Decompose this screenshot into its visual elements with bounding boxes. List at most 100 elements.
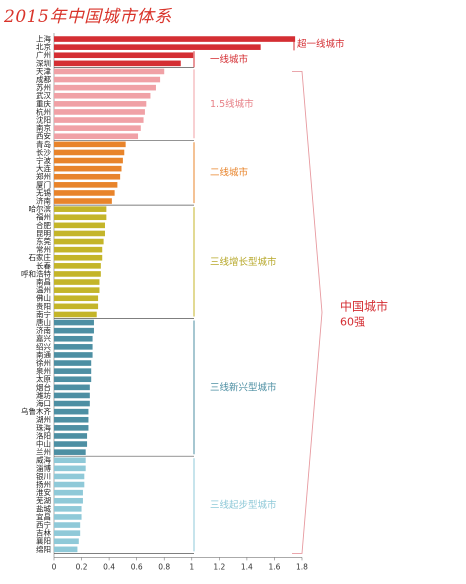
bar: [54, 360, 92, 366]
city-label: 南昌: [36, 277, 51, 287]
city-label: 兰州: [36, 447, 51, 457]
bar: [54, 295, 99, 302]
city-label: 湖州: [36, 415, 51, 424]
x-tick-label: 0.6: [131, 562, 143, 571]
bar: [54, 546, 78, 553]
city-label: 天津: [36, 67, 51, 76]
city-label: 武汉: [36, 90, 51, 100]
city-label: 珠海: [36, 422, 51, 432]
city-label: 郑州: [36, 171, 51, 181]
bar: [54, 206, 107, 212]
bar: [54, 514, 82, 520]
city-label: 温州: [36, 286, 51, 295]
city-label: 东莞: [36, 236, 51, 246]
city-label: 银川: [36, 472, 51, 481]
summary-sublabel: 60强: [340, 315, 365, 328]
bar: [54, 538, 79, 545]
x-tick-label: 0: [52, 562, 57, 571]
bar: [54, 408, 89, 415]
bar: [54, 287, 100, 293]
bar: [54, 303, 99, 310]
city-label: 扬州: [36, 479, 51, 489]
city-label: 青岛: [36, 139, 51, 149]
bar: [54, 311, 97, 318]
city-label: 南通: [36, 349, 51, 359]
city-label: 宁波: [36, 155, 51, 165]
bar: [54, 416, 89, 423]
tier-label: 二线城市: [210, 167, 249, 179]
bar: [54, 238, 104, 245]
city-label: 烟台: [36, 382, 51, 392]
bar: [54, 60, 181, 67]
tier-label: 超一线城市: [297, 38, 345, 50]
bar: [54, 222, 105, 229]
city-label: 淄博: [36, 463, 51, 473]
city-label: 无锡: [36, 188, 51, 197]
city-label: 南宁: [36, 309, 51, 319]
summary-bracket: [292, 70, 323, 554]
tier-label: 三线新兴型城市: [210, 381, 277, 393]
city-label: 成都: [36, 74, 51, 84]
city-label: 宜昌: [36, 511, 51, 521]
x-tick-label: 0.4: [103, 562, 115, 571]
city-label: 昆明: [36, 229, 51, 238]
city-label: 长沙: [36, 147, 51, 157]
bar: [54, 319, 94, 326]
tier-label: 1.5线城市: [210, 98, 254, 110]
bar: [54, 214, 107, 221]
bar: [54, 368, 92, 374]
city-label: 洛阳: [36, 430, 51, 440]
city-label: 福州: [36, 213, 51, 222]
city-label: 西宁: [36, 520, 51, 530]
city-label: 苏州: [36, 82, 51, 92]
bar: [54, 165, 122, 172]
bar: [54, 481, 85, 488]
bar: [54, 392, 90, 399]
bar: [54, 157, 123, 164]
city-label: 中山: [36, 439, 51, 449]
bar: [54, 246, 103, 253]
bar: [54, 92, 151, 99]
city-label: 石家庄: [29, 252, 52, 262]
city-label: 呼和浩特: [21, 268, 51, 278]
city-label: 吉林: [36, 528, 51, 538]
city-label: 北京: [36, 42, 51, 52]
bar: [54, 36, 296, 42]
bar: [54, 149, 125, 156]
bar: [54, 352, 93, 358]
bar: [54, 344, 93, 350]
bar: [54, 327, 94, 334]
bar: [54, 449, 86, 455]
bar: [54, 133, 139, 140]
city-label: 绍兴: [36, 341, 51, 351]
bar: [54, 457, 86, 464]
city-label: 芜湖: [36, 495, 51, 505]
city-label: 佛山: [36, 293, 51, 303]
bar: [54, 279, 100, 285]
city-label: 乌鲁木齐: [21, 406, 51, 416]
bar: [54, 125, 141, 131]
tier-label: 三线增长型城市: [210, 256, 277, 268]
bar: [54, 506, 82, 512]
x-tick-label: 1.8: [296, 562, 308, 571]
bar: [54, 425, 89, 431]
city-label: 广州: [36, 50, 51, 60]
bar: [54, 489, 83, 496]
x-tick-label: 1.4: [241, 562, 253, 571]
city-label: 唐山: [36, 317, 51, 327]
city-label: 淮安: [36, 487, 51, 497]
chart-title: 2015年中国城市体系: [4, 7, 172, 27]
bar: [54, 530, 81, 536]
bar: [54, 441, 88, 447]
city-label: 潍坊: [36, 390, 51, 400]
city-label: 常州: [36, 245, 51, 254]
bar: [54, 182, 118, 188]
city-label: 济南: [36, 325, 51, 335]
city-label: 上海: [36, 34, 51, 44]
bar: [54, 384, 90, 391]
bar: [54, 400, 90, 407]
city-label: 合肥: [36, 220, 51, 230]
bar: [54, 497, 83, 504]
bar: [54, 76, 161, 83]
bar: [54, 52, 194, 59]
